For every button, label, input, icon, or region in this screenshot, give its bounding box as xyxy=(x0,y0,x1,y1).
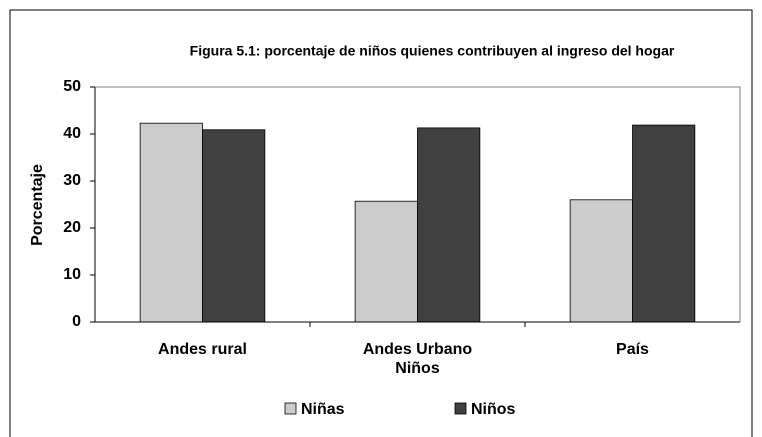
y-tick-label: 40 xyxy=(63,125,81,142)
x-tick-label: Andes Urbano Niños xyxy=(362,341,473,377)
x-tick-label: País xyxy=(616,341,649,358)
bar xyxy=(569,199,633,323)
bar xyxy=(417,127,481,323)
plot-border xyxy=(95,86,741,322)
legend-label: Niños xyxy=(471,401,516,418)
frame xyxy=(9,9,753,437)
bar xyxy=(632,124,696,323)
y-axis-label: Porcentaje xyxy=(29,164,46,246)
x-tick-label: Andes rural xyxy=(158,341,247,358)
bar xyxy=(202,129,266,323)
legend-swatch xyxy=(454,402,467,415)
y-tick-label: 30 xyxy=(63,172,81,189)
y-tick-label: 50 xyxy=(63,78,81,95)
chart-title: Figura 5.1: porcentaje de niños quienes … xyxy=(190,43,675,59)
legend-swatch xyxy=(284,402,297,415)
bar xyxy=(354,200,418,323)
y-tick-label: 10 xyxy=(63,266,81,283)
legend-label: Niñas xyxy=(301,401,345,418)
y-tick-label: 20 xyxy=(63,219,81,236)
y-tick-label: 0 xyxy=(72,313,81,330)
bar xyxy=(139,122,203,323)
